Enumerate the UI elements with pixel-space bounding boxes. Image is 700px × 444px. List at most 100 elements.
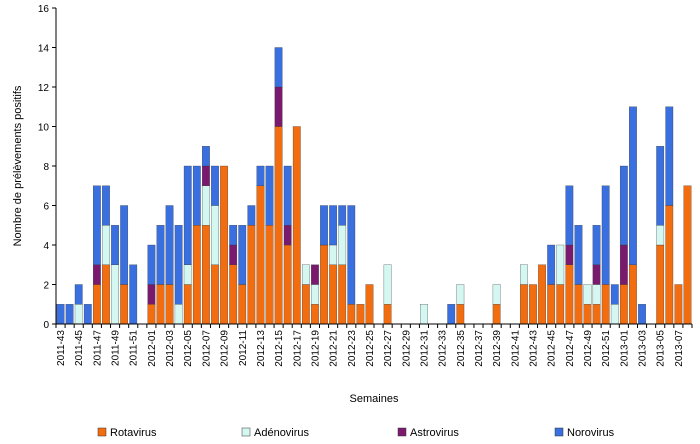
bar-rotavirus xyxy=(156,284,165,325)
bar-rotavirus xyxy=(220,165,228,325)
x-tick-label: 2013-05 xyxy=(656,330,667,367)
bar-rotavirus xyxy=(574,284,583,325)
bar-rotavirus xyxy=(338,264,347,325)
x-tick-label: 2012-17 xyxy=(292,330,303,367)
bar-adenovirus xyxy=(492,284,501,305)
bar-adenovirus xyxy=(74,304,83,325)
bar-astrovirus xyxy=(619,244,628,285)
bar-rotavirus xyxy=(538,264,546,325)
bar-norovirus xyxy=(83,304,92,325)
bar-astrovirus xyxy=(274,86,283,127)
y-tick-label: 2 xyxy=(43,281,49,292)
bar-norovirus xyxy=(619,165,628,246)
bar-adenovirus xyxy=(183,264,192,285)
bar-adenovirus xyxy=(383,264,392,305)
legend-label: Astrovirus xyxy=(410,427,459,439)
legend-label: Rotavirus xyxy=(110,427,157,439)
bar-rotavirus xyxy=(238,284,247,325)
x-tick-label: 2012-05 xyxy=(183,330,194,367)
bar-rotavirus xyxy=(211,264,219,325)
bar-norovirus xyxy=(65,304,74,325)
bar-rotavirus xyxy=(520,284,528,325)
bar-adenovirus xyxy=(420,304,428,325)
bar-norovirus xyxy=(120,205,129,285)
bar-norovirus xyxy=(283,165,292,226)
legend-label: Norovirus xyxy=(567,427,615,439)
bar-adenovirus xyxy=(520,264,528,285)
x-tick-label: 2011-47 xyxy=(92,330,103,366)
x-tick-label: 2011-43 xyxy=(56,330,67,366)
bar-norovirus xyxy=(347,205,356,305)
y-axis-ticks: 0 2 4 6 8 10 12 14 16 xyxy=(38,4,56,331)
bar-rotavirus xyxy=(283,244,292,325)
y-tick-label: 6 xyxy=(43,202,49,213)
bar-rotavirus xyxy=(93,284,101,325)
x-tick-label: 2012-51 xyxy=(601,330,612,367)
x-tick-label: 2012-45 xyxy=(547,330,558,367)
bar-adenovirus xyxy=(211,205,219,265)
bar-norovirus xyxy=(638,304,646,325)
bar-norovirus xyxy=(211,165,219,206)
bars-layer xyxy=(56,47,692,325)
x-axis-ticks: 2011-43 2011-45 2011-47 2011-49 2011-51 2012-… xyxy=(55,324,693,367)
bar-rotavirus xyxy=(356,304,365,325)
bar-norovirus xyxy=(265,165,274,226)
bar-rotavirus xyxy=(165,284,174,325)
y-axis-title: Nombre de prélèvements positifs xyxy=(12,85,24,246)
x-tick-label: 2012-11 xyxy=(238,330,249,366)
x-tick-label: 2013-03 xyxy=(638,330,649,367)
x-tick-label: 2012-35 xyxy=(456,330,467,367)
bar-norovirus xyxy=(565,185,574,246)
bar-norovirus xyxy=(238,225,247,285)
bar-norovirus xyxy=(102,185,110,226)
bar-adenovirus xyxy=(556,244,565,285)
legend-item-rotavirus: Rotavirus xyxy=(97,427,157,439)
bar-norovirus xyxy=(338,205,347,226)
legend-swatch xyxy=(397,427,407,437)
y-tick-label: 0 xyxy=(43,320,49,331)
bar-norovirus xyxy=(320,205,328,246)
x-tick-label: 2013-01 xyxy=(619,330,630,367)
bar-adenovirus xyxy=(102,225,110,265)
bar-norovirus xyxy=(74,284,83,305)
bar-adenovirus xyxy=(592,284,601,305)
bar-rotavirus xyxy=(456,304,465,325)
x-tick-label: 2011-45 xyxy=(74,330,85,366)
bar-rotavirus xyxy=(183,284,192,325)
bar-rotavirus xyxy=(301,284,310,325)
y-tick-label: 10 xyxy=(38,123,50,134)
bar-adenovirus xyxy=(311,284,319,305)
bar-rotavirus xyxy=(592,304,601,325)
bar-rotavirus xyxy=(202,225,210,325)
x-tick-label: 2012-25 xyxy=(365,330,376,367)
bar-adenovirus xyxy=(610,304,619,325)
x-tick-label: 2012-03 xyxy=(165,330,176,367)
x-tick-label: 2012-01 xyxy=(147,330,158,367)
bar-rotavirus xyxy=(274,126,283,325)
bar-norovirus xyxy=(56,304,65,325)
bar-astrovirus xyxy=(147,284,156,305)
bar-rotavirus xyxy=(601,284,610,325)
x-tick-label: 2012-43 xyxy=(529,330,540,367)
bar-norovirus xyxy=(147,244,156,285)
x-tick-label: 2012-41 xyxy=(510,330,521,367)
bar-norovirus xyxy=(247,205,256,226)
bar-norovirus xyxy=(656,146,665,226)
bar-rotavirus xyxy=(102,264,110,325)
bar-norovirus xyxy=(165,205,174,285)
bar-rotavirus xyxy=(492,304,501,325)
bar-rotavirus xyxy=(120,284,129,325)
bar-norovirus xyxy=(610,284,619,305)
x-tick-label: 2012-19 xyxy=(310,330,321,367)
x-tick-label: 2011-49 xyxy=(111,330,122,366)
bar-norovirus xyxy=(129,264,138,325)
x-tick-label: 2012-49 xyxy=(583,330,594,367)
bar-rotavirus xyxy=(683,185,692,325)
bar-astrovirus xyxy=(229,244,238,265)
bar-adenovirus xyxy=(656,225,665,246)
bar-rotavirus xyxy=(529,284,537,325)
bar-astrovirus xyxy=(565,244,574,265)
bar-norovirus xyxy=(192,165,201,226)
bar-norovirus xyxy=(601,185,610,285)
